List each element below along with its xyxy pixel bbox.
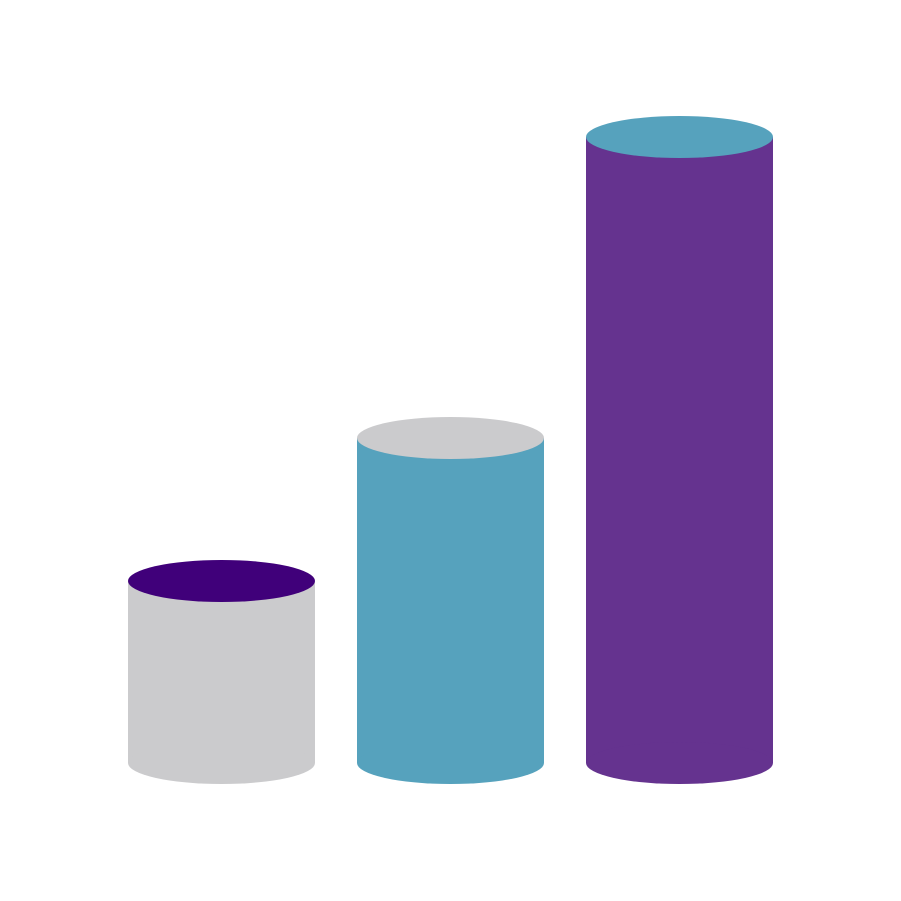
cylinder-top (128, 560, 315, 602)
cylinder-base (357, 742, 544, 784)
cylinder-tall (586, 116, 773, 784)
cylinder-body (128, 581, 315, 763)
cylinder-base (586, 742, 773, 784)
cylinder-body (357, 438, 544, 763)
cylinder-short (128, 560, 315, 784)
cylinder-top (586, 116, 773, 158)
cylinder-body (586, 137, 773, 763)
cylinder-top (357, 417, 544, 459)
cylinder-base (128, 742, 315, 784)
cylinder-medium (357, 417, 544, 784)
